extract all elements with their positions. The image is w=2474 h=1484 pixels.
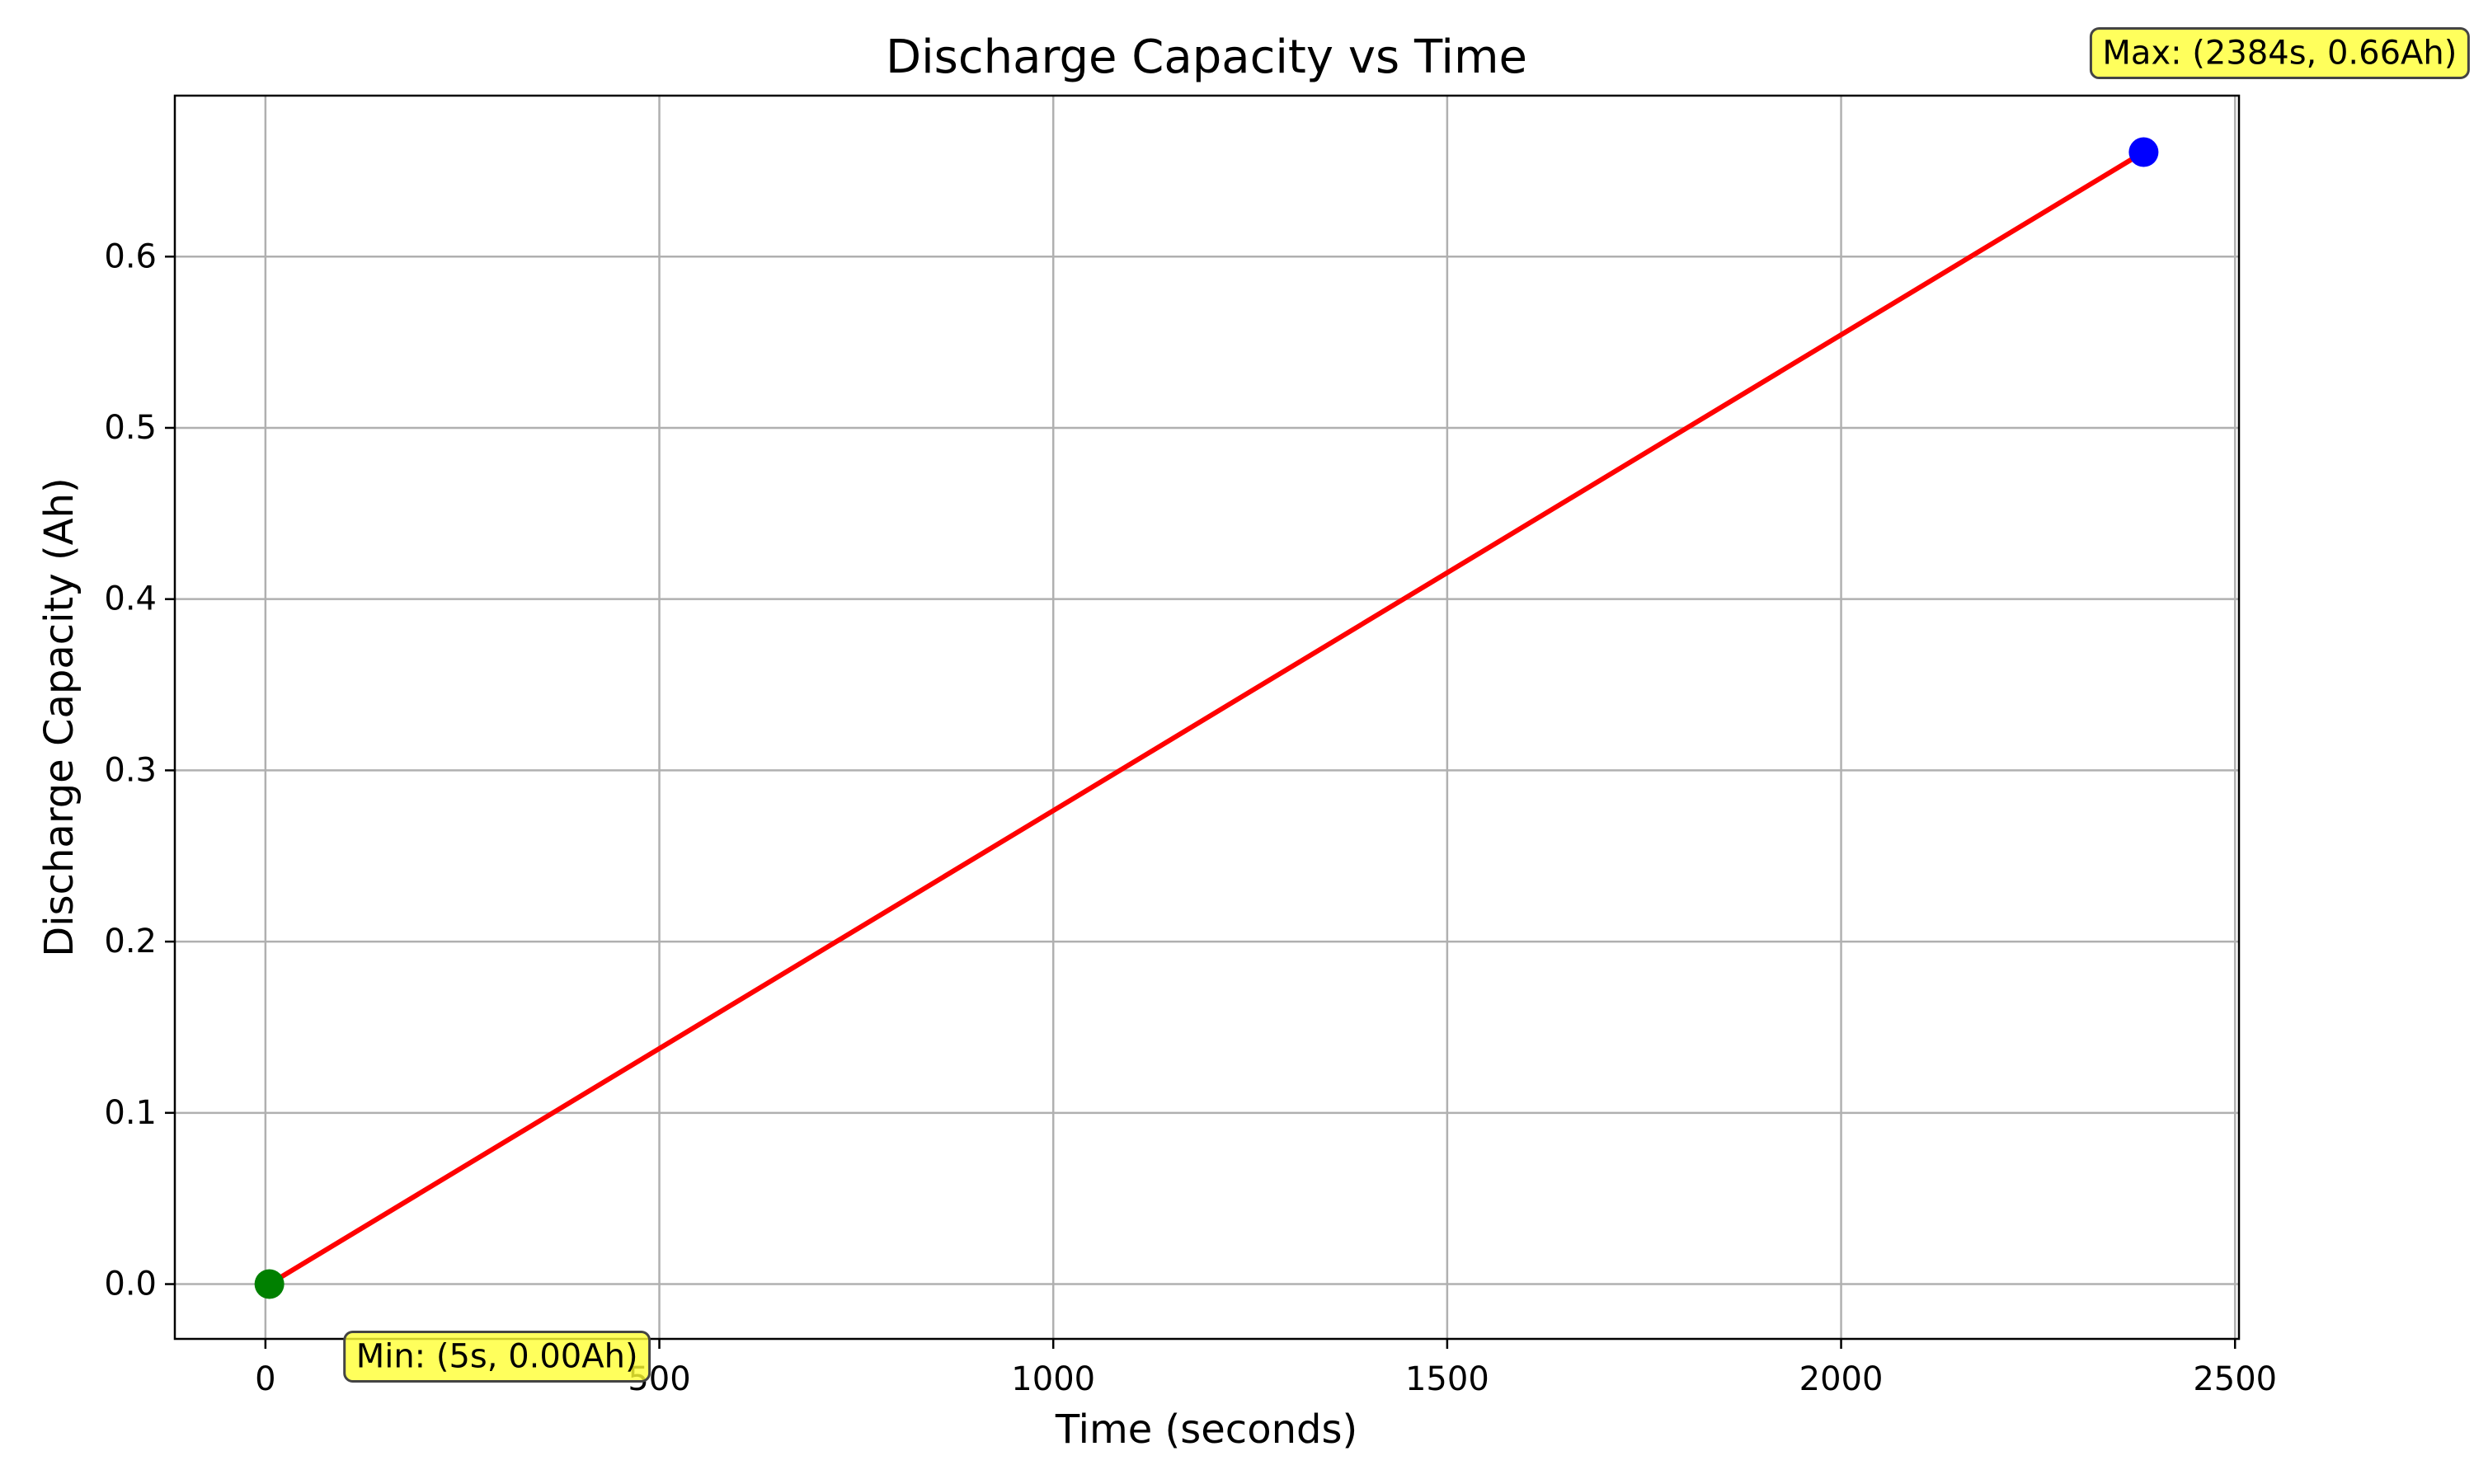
min-annotation-text: Min: (5s, 0.00Ah) <box>356 1338 638 1376</box>
y-axis-ticks: 0.0 0.1 0.2 0.3 0.4 0.5 0.6 <box>104 237 175 1303</box>
series-layer <box>266 149 2147 1287</box>
y-axis-label: Discharge Capacity (Ah) <box>36 477 82 956</box>
min-point-marker <box>254 1269 285 1299</box>
plot-frame <box>173 94 2241 1341</box>
y-tick-label: 0.5 <box>104 409 157 447</box>
max-annotation-text: Max: (2384s, 0.66Ah) <box>2102 35 2457 73</box>
y-tick-label: 0.1 <box>104 1094 157 1132</box>
x-tick-label: 2000 <box>1799 1360 1884 1398</box>
y-tick-label: 0.0 <box>104 1266 157 1303</box>
x-axis-ticks: 0 500 1000 1500 2000 2500 <box>255 1339 2277 1398</box>
x-tick-label: 1500 <box>1405 1360 1489 1398</box>
chart-title: Discharge Capacity vs Time <box>886 31 1527 84</box>
y-tick-label: 0.6 <box>104 237 157 275</box>
min-annotation-box <box>343 1331 651 1383</box>
grid <box>175 96 2239 1339</box>
max-point-marker <box>2128 137 2159 167</box>
x-tick-label: 0 <box>255 1360 275 1398</box>
max-annotation-box <box>2089 27 2470 80</box>
x-tick-label: 2500 <box>2193 1360 2277 1398</box>
x-axis-label: Time (seconds) <box>1055 1407 1357 1453</box>
y-tick-label: 0.4 <box>104 580 157 618</box>
series-line <box>266 149 2147 1287</box>
min-annotation: Min: (5s, 0.00Ah) <box>343 1331 651 1383</box>
y-tick-label: 0.3 <box>104 751 157 789</box>
max-annotation: Max: (2384s, 0.66Ah) <box>2089 27 2470 80</box>
y-tick-label: 0.2 <box>104 923 157 960</box>
x-tick-label: 1000 <box>1011 1360 1095 1398</box>
